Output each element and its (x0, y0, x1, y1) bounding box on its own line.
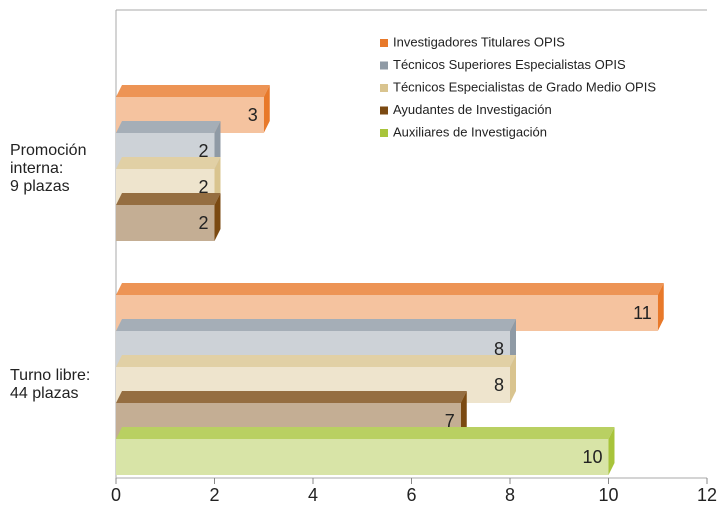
bar-side (263, 85, 270, 133)
legend-swatch (380, 106, 388, 115)
legend-swatch (380, 39, 388, 47)
bar-top (116, 157, 221, 169)
bar (116, 439, 609, 475)
legend-label: Técnicos Superiores Especialistas OPIS (393, 57, 626, 72)
x-tick-label: 12 (697, 485, 717, 505)
category-label: 44 plazas (10, 385, 79, 402)
bar-top (116, 355, 516, 367)
bar-top (116, 319, 516, 331)
x-tick-label: 8 (505, 485, 515, 505)
category-label: interna: (10, 160, 63, 177)
value-label: 2 (198, 141, 208, 161)
value-label: 7 (445, 411, 455, 431)
value-label: 10 (582, 447, 602, 467)
bar-top (116, 283, 664, 295)
value-label: 8 (494, 375, 504, 395)
legend-label: Técnicos Especialistas de Grado Medio OP… (393, 79, 656, 94)
legend-swatch (380, 129, 388, 137)
bar-top (116, 391, 467, 403)
value-label: 2 (198, 177, 208, 197)
legend-label: Ayudantes de Investigación (393, 102, 552, 117)
x-tick-label: 6 (406, 485, 416, 505)
bar-top (116, 121, 221, 133)
bar-side (608, 427, 615, 475)
value-label: 3 (248, 105, 258, 125)
bar-side (214, 193, 221, 241)
bar-top (116, 427, 615, 439)
x-tick-label: 10 (598, 485, 618, 505)
legend-swatch (380, 84, 388, 92)
category-label: 9 plazas (10, 178, 70, 195)
bar (116, 205, 215, 241)
value-label: 8 (494, 339, 504, 359)
x-tick-label: 2 (209, 485, 219, 505)
category-label: Turno libre: (10, 367, 90, 384)
legend-label: Auxiliares de Investigación (393, 124, 547, 139)
x-tick-label: 4 (308, 485, 318, 505)
legend-swatch (380, 61, 388, 70)
bar-top (116, 193, 221, 205)
bar-side (657, 283, 664, 331)
x-tick-label: 0 (111, 485, 121, 505)
legend-label: Investigadores Titulares OPIS (393, 34, 565, 49)
category-label: Promoción (10, 142, 86, 159)
bar-side (510, 355, 516, 403)
value-label: 11 (633, 303, 652, 323)
value-label: 2 (198, 213, 208, 233)
bar-top (116, 85, 270, 97)
